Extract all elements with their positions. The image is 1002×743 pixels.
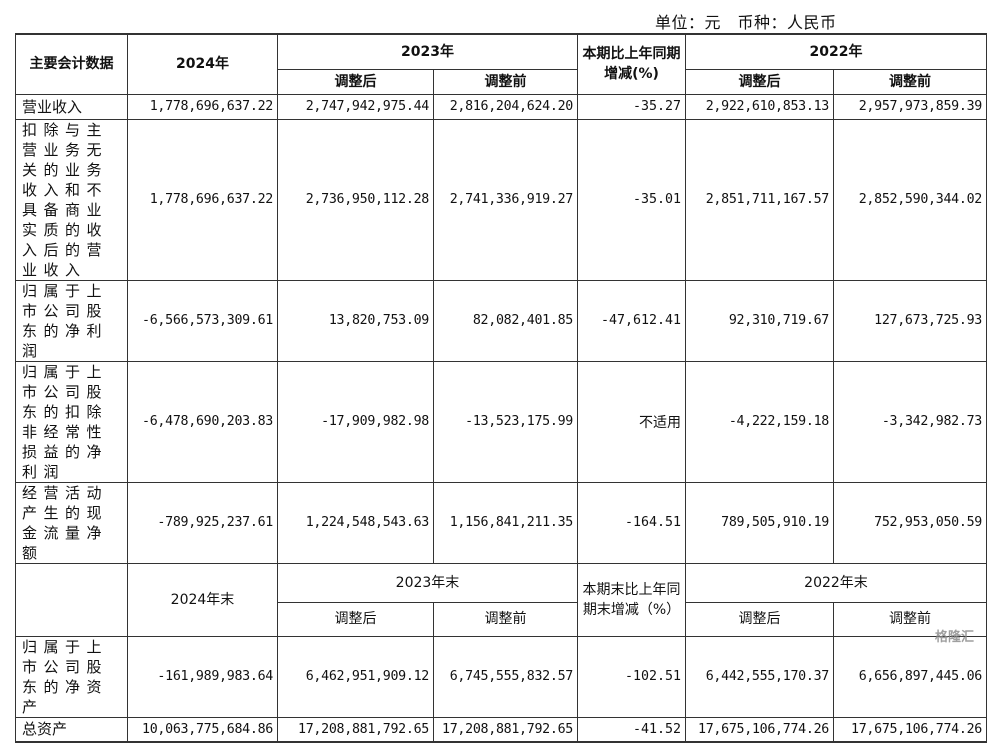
value-2022-adjusted-after: 789,505,910.19: [685, 481, 834, 564]
table-row: 总资产 10,063,775,684.86 17,208,881,792.65 17,…: [15, 716, 987, 743]
value-2023-adjusted-after: 1,224,548,543.63: [277, 481, 434, 564]
value-change-pct: -102.51: [577, 635, 686, 718]
table-row: 营业收入 1,778,696,637.22 2,747,942,975.44 2,81…: [15, 93, 987, 120]
value-2023-adjusted-before: 1,156,841,211.35: [433, 481, 578, 564]
value-2023-adjusted-after: 2,736,950,112.28: [277, 118, 434, 281]
header2-change: 本期末比上年同期末增减（%）: [577, 562, 686, 637]
row-label: 归属于上市公司股东的净利润: [15, 279, 128, 362]
header2-empty: [15, 562, 128, 637]
value-2023-adjusted-before: 2,816,204,624.20: [433, 93, 578, 120]
value-2023-adjusted-after: 6,462,951,909.12: [277, 635, 434, 718]
table-row: 归属于上市公司股东的净资产 -161,989,983.64 6,462,951,90…: [15, 635, 987, 718]
value-2022-adjusted-before: 127,673,725.93: [833, 279, 987, 362]
header-2022-adjusted-before: 调整前: [833, 68, 987, 95]
value-2024: -6,478,690,203.83: [127, 360, 278, 483]
table-row: 经营活动产生的现金流量净额 -789,925,237.61 1,224,548,54…: [15, 481, 987, 564]
value-2023-adjusted-after: 17,208,881,792.65: [277, 716, 434, 743]
header-2023-adjusted-before: 调整前: [433, 68, 578, 95]
value-2024: -6,566,573,309.61: [127, 279, 278, 362]
header2-2023: 2023年末: [277, 562, 578, 603]
value-change-pct: -35.27: [577, 93, 686, 120]
table-row: 扣除与主营业务无关的业务收入和不具备商业实质的收入后的营业收入 1,778,696…: [15, 118, 987, 281]
value-2023-adjusted-before: 82,082,401.85: [433, 279, 578, 362]
key-accounting-data-table: 主要会计数据 2024年 2023年 本期比上年同期增减(%) 2022年 调整…: [15, 33, 987, 743]
header-2023-adjusted-after: 调整后: [277, 68, 434, 95]
header2-2023-adjusted-before: 调整前: [433, 601, 578, 637]
value-2022-adjusted-before: 2,852,590,344.02: [833, 118, 987, 281]
value-2024: 1,778,696,637.22: [127, 93, 278, 120]
watermark-logo: 格隆汇: [935, 630, 975, 645]
value-2022-adjusted-before: 17,675,106,774.26: [833, 716, 987, 743]
value-2024: 10,063,775,684.86: [127, 716, 278, 743]
value-2024: -789,925,237.61: [127, 481, 278, 564]
value-2023-adjusted-before: 17,208,881,792.65: [433, 716, 578, 743]
value-2024: 1,778,696,637.22: [127, 118, 278, 281]
value-2023-adjusted-before: 2,741,336,919.27: [433, 118, 578, 281]
value-2023-adjusted-after: 13,820,753.09: [277, 279, 434, 362]
value-2022-adjusted-before: 2,957,973,859.39: [833, 93, 987, 120]
header-change: 本期比上年同期增减(%): [577, 33, 686, 95]
value-2022-adjusted-after: 2,922,610,853.13: [685, 93, 834, 120]
value-2022-adjusted-after: -4,222,159.18: [685, 360, 834, 483]
row-label: 经营活动产生的现金流量净额: [15, 481, 128, 564]
value-2023-adjusted-after: -17,909,982.98: [277, 360, 434, 483]
unit-currency-note: 单位：元 币种：人民币: [655, 13, 837, 32]
row-label: 归属于上市公司股东的净资产: [15, 635, 128, 718]
value-change-pct: -164.51: [577, 481, 686, 564]
header2-2022-adjusted-before: 调整前: [833, 601, 987, 637]
value-2024: -161,989,983.64: [127, 635, 278, 718]
row-label: 总资产: [15, 716, 128, 743]
value-change-pct: -35.01: [577, 118, 686, 281]
value-2022-adjusted-after: 2,851,711,167.57: [685, 118, 834, 281]
value-change-pct: 不适用: [577, 360, 686, 483]
header2-2022: 2022年末: [685, 562, 987, 603]
value-2022-adjusted-after: 6,442,555,170.37: [685, 635, 834, 718]
value-2022-adjusted-before: -3,342,982.73: [833, 360, 987, 483]
value-2023-adjusted-before: -13,523,175.99: [433, 360, 578, 483]
value-2022-adjusted-before: 6,656,897,445.06: [833, 635, 987, 718]
row-label: 营业收入: [15, 93, 128, 120]
header2-2023-adjusted-after: 调整后: [277, 601, 434, 637]
header-label: 主要会计数据: [15, 33, 128, 95]
header-2022-adjusted-after: 调整后: [685, 68, 834, 95]
value-2022-adjusted-after: 17,675,106,774.26: [685, 716, 834, 743]
value-2023-adjusted-after: 2,747,942,975.44: [277, 93, 434, 120]
table-row: 归属于上市公司股东的净利润 -6,566,573,309.61 13,820,753…: [15, 279, 987, 362]
table-row: 归属于上市公司股东的扣除非经常性损益的净利润 -6,478,690,203.83-…: [15, 360, 987, 483]
value-change-pct: -41.52: [577, 716, 686, 743]
row-label: 扣除与主营业务无关的业务收入和不具备商业实质的收入后的营业收入: [15, 118, 128, 281]
row-label: 归属于上市公司股东的扣除非经常性损益的净利润: [15, 360, 128, 483]
header2-2024: 2024年末: [127, 562, 278, 637]
value-change-pct: -47,612.41: [577, 279, 686, 362]
header-2023: 2023年: [277, 33, 578, 70]
header-2022: 2022年: [685, 33, 987, 70]
value-2022-adjusted-after: 92,310,719.67: [685, 279, 834, 362]
value-2023-adjusted-before: 6,745,555,832.57: [433, 635, 578, 718]
header2-2022-adjusted-after: 调整后: [685, 601, 834, 637]
value-2022-adjusted-before: 752,953,050.59: [833, 481, 987, 564]
header-2024: 2024年: [127, 33, 278, 95]
